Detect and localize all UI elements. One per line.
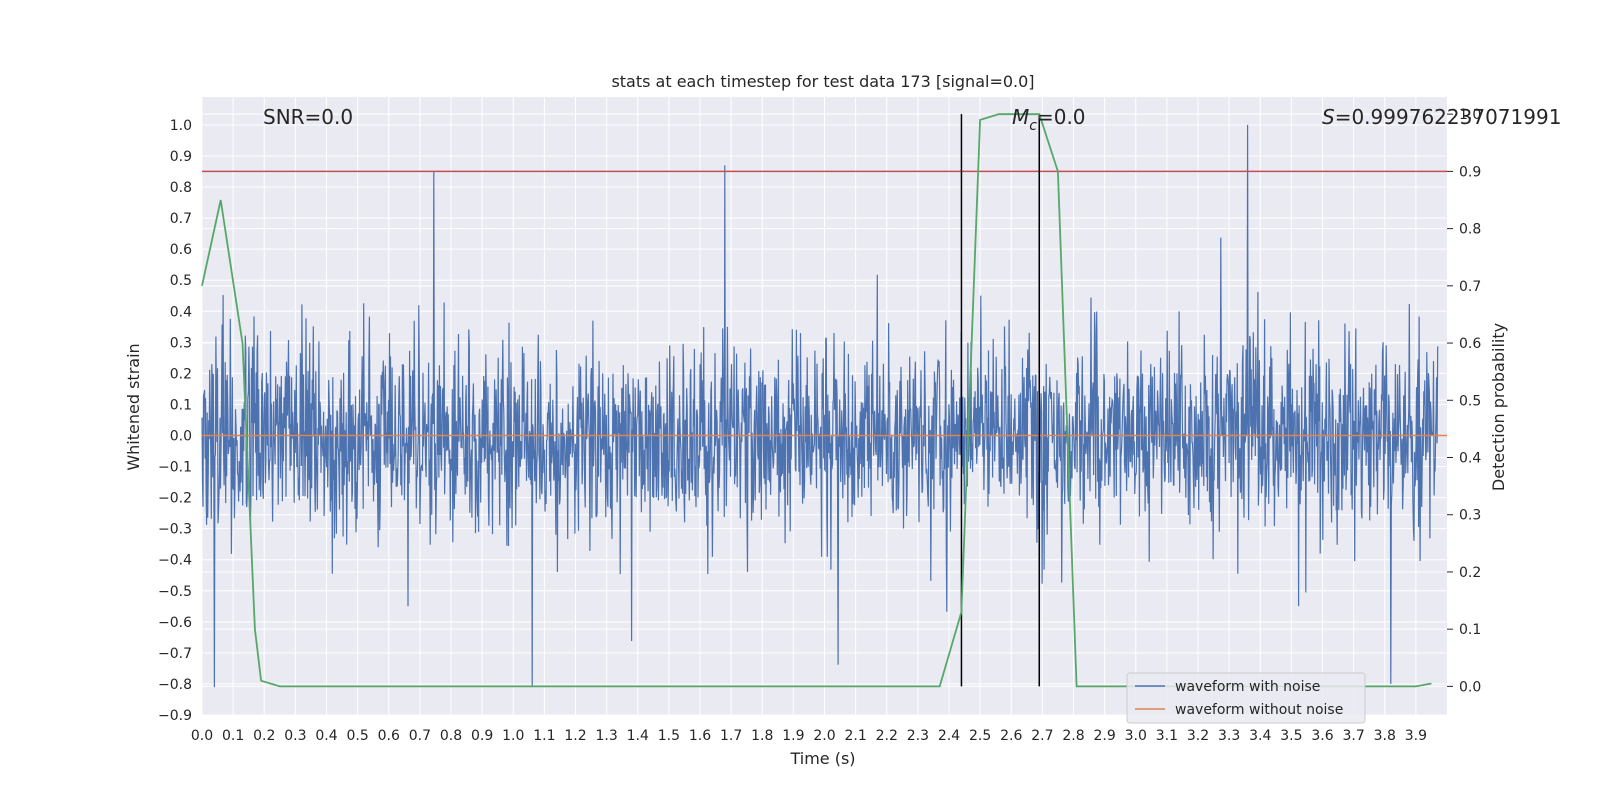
s-value: =0.999762237071991 xyxy=(1335,105,1562,129)
x-tick-label: 3.3 xyxy=(1218,728,1240,744)
x-tick-label: 1.4 xyxy=(627,728,649,744)
legend: waveform with noise waveform without noi… xyxy=(1126,672,1366,724)
y-tick-label: 0.0 xyxy=(170,429,192,445)
y2-tick-label: 0.5 xyxy=(1459,393,1481,409)
s-annotation: S=0.999762237071991 xyxy=(1322,105,1561,129)
x-tick-label: 1.3 xyxy=(595,728,617,744)
y-tick-label: 0.7 xyxy=(170,211,192,227)
y-tick-label: −0.3 xyxy=(158,522,192,538)
x-tick-label: 2.7 xyxy=(1031,728,1053,744)
x-tick-label: 2.1 xyxy=(844,728,866,744)
legend-label-clean: waveform without noise xyxy=(1175,702,1343,718)
x-tick-label: 3.1 xyxy=(1156,728,1178,744)
s-symbol: S xyxy=(1322,105,1335,129)
y-tick-label: 0.1 xyxy=(170,397,192,413)
mc-value: =0.0 xyxy=(1037,105,1086,129)
x-tick-label: 0.6 xyxy=(378,728,400,744)
chart-title: stats at each timestep for test data 173… xyxy=(611,72,1034,91)
y-tick-label: −0.1 xyxy=(158,460,192,476)
x-tick-label: 1.1 xyxy=(533,728,555,744)
x-tick-label: 1.9 xyxy=(782,728,804,744)
y-tick-label: −0.5 xyxy=(158,584,192,600)
x-tick-label: 2.4 xyxy=(938,728,960,744)
x-tick-label: 2.6 xyxy=(1000,728,1022,744)
x-tick-label: 0.4 xyxy=(315,728,337,744)
mc-subscript: c xyxy=(1029,118,1037,134)
y2-tick-label: 0.7 xyxy=(1459,279,1481,295)
y2-tick-label: 0.9 xyxy=(1459,164,1481,180)
y-axis-label: Whitened strain xyxy=(124,343,143,470)
snr-annotation: SNR=0.0 xyxy=(263,105,353,129)
x-tick-label: 0.1 xyxy=(222,728,244,744)
axes-text: 0.0 0.1 0.2 0.3 0.4 0.5 0.6 0.7 0.8 0.9 1.0 1.1 1.2 1… xyxy=(158,107,1481,744)
y-tick-label: 0.3 xyxy=(170,335,192,351)
x-tick-label: 3.2 xyxy=(1187,728,1209,744)
x-tick-label: 3.0 xyxy=(1125,728,1147,744)
x-tick-label: 1.2 xyxy=(564,728,586,744)
x-tick-label: 2.3 xyxy=(907,728,929,744)
y2-tick-label: 0.4 xyxy=(1459,451,1481,467)
x-axis-label: Time (s) xyxy=(789,749,855,768)
x-tick-label: 0.0 xyxy=(191,728,213,744)
x-tick-label: 0.2 xyxy=(253,728,275,744)
legend-box xyxy=(1126,672,1366,724)
noisy-waveform-line xyxy=(201,124,1439,688)
x-tick-label: 3.5 xyxy=(1280,728,1302,744)
x-tick-label: 2.2 xyxy=(876,728,898,744)
x-tick-label: 1.5 xyxy=(658,728,680,744)
x-tick-label: 1.7 xyxy=(720,728,742,744)
y2-tick-label: 1.0 xyxy=(1459,107,1481,123)
x-tick-label: 0.7 xyxy=(409,728,431,744)
overlays xyxy=(201,113,1447,688)
y2-tick-label: 0.6 xyxy=(1459,336,1481,352)
x-tick-label: 2.0 xyxy=(813,728,835,744)
y-tick-label: −0.6 xyxy=(158,615,192,631)
x-tick-label: 2.9 xyxy=(1093,728,1115,744)
x-tick-label: 3.4 xyxy=(1249,728,1271,744)
y-tick-label: 0.5 xyxy=(170,273,192,289)
y-tick-label: −0.4 xyxy=(158,553,192,569)
y-tick-label: 0.8 xyxy=(170,180,192,196)
x-tick-label: 3.6 xyxy=(1311,728,1333,744)
x-tick-label: 2.5 xyxy=(969,728,991,744)
y2-tick-label: 0.0 xyxy=(1459,679,1481,695)
legend-label-noisy: waveform with noise xyxy=(1175,679,1320,695)
mc-symbol: M xyxy=(1012,105,1029,129)
mc-annotation: Mc=0.0 xyxy=(1012,105,1086,134)
y-tick-label: −0.2 xyxy=(158,491,192,507)
noise-trace xyxy=(201,124,1439,688)
y2-tick-label: 0.3 xyxy=(1459,508,1481,524)
x-tick-label: 0.5 xyxy=(346,728,368,744)
detection-probability-line xyxy=(201,113,1432,688)
y-tick-label: 0.6 xyxy=(170,242,192,258)
x-tick-label: 3.8 xyxy=(1374,728,1396,744)
x-tick-label: 3.9 xyxy=(1405,728,1427,744)
x-tick-label: 3.7 xyxy=(1342,728,1364,744)
x-tick-label: 0.9 xyxy=(471,728,493,744)
y2-tick-label: 0.8 xyxy=(1459,222,1481,238)
y-tick-label: 0.9 xyxy=(170,149,192,165)
y-tick-label: −0.7 xyxy=(158,646,192,662)
y-tick-label: 1.0 xyxy=(170,118,192,134)
x-tick-label: 0.3 xyxy=(284,728,306,744)
y-tick-label: −0.8 xyxy=(158,677,192,693)
y-tick-label: −0.9 xyxy=(158,708,192,724)
y-tick-label: 0.4 xyxy=(170,304,192,320)
y2-tick-label: 0.1 xyxy=(1459,622,1481,638)
x-tick-label: 1.0 xyxy=(502,728,524,744)
x-tick-label: 0.8 xyxy=(440,728,462,744)
x-tick-label: 1.8 xyxy=(751,728,773,744)
x-tick-label: 1.6 xyxy=(689,728,711,744)
y2-tick-label: 0.2 xyxy=(1459,565,1481,581)
y-tick-label: 0.2 xyxy=(170,366,192,382)
x-tick-label: 2.8 xyxy=(1062,728,1084,744)
y2-axis-label: Detection probability xyxy=(1489,323,1508,491)
